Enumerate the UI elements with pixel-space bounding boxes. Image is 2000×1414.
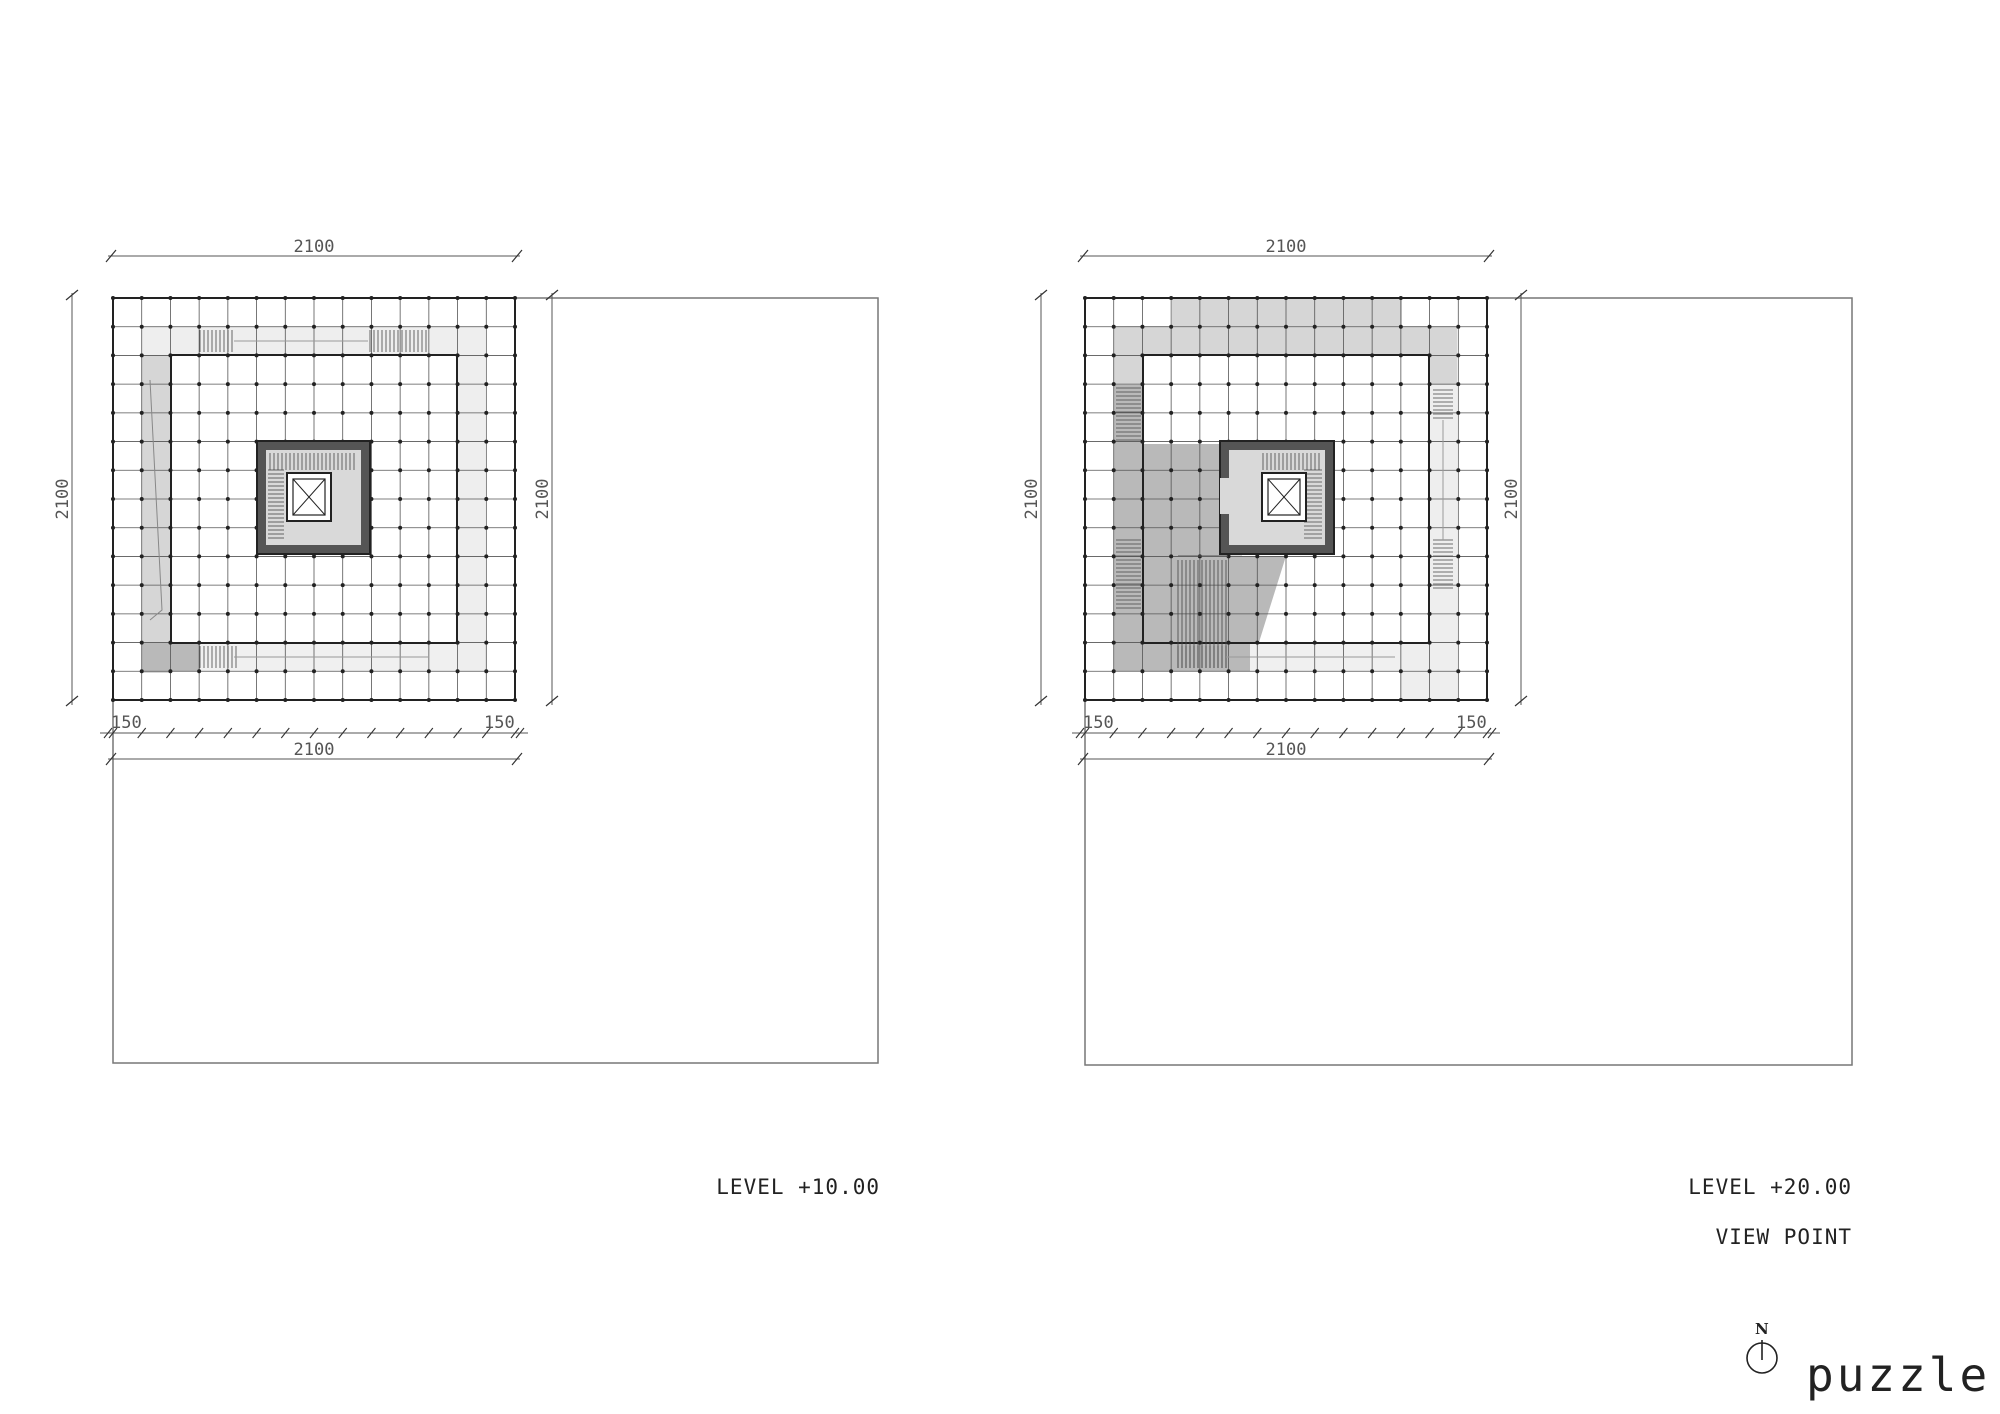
dimension-left: 2100	[53, 479, 73, 520]
dimension-top: 2100	[294, 237, 335, 257]
inner-courtyard-outline	[1142, 354, 1430, 644]
dimension-offset-right: 150	[1456, 713, 1487, 733]
dimension-left: 2100	[1022, 479, 1042, 520]
inner-courtyard-outline	[170, 354, 458, 644]
slab-outline	[1084, 297, 1488, 701]
north-label: N	[1755, 1320, 1769, 1338]
dimension-offset-left: 150	[1083, 713, 1114, 733]
stair-hatching	[149, 330, 428, 668]
caption-level-20: LEVEL +20.00	[1688, 1175, 1852, 1199]
core-stair-elevator	[256, 440, 371, 555]
dimension-offset-left: 150	[111, 713, 142, 733]
dimension-right: 2100	[1502, 479, 1522, 520]
dimension-lines	[1034, 249, 1528, 766]
dimension-bottom: 2100	[1266, 740, 1307, 760]
north-arrow-icon	[1746, 1340, 1778, 1374]
slab-outline	[112, 297, 516, 701]
core-stair-elevator	[1219, 440, 1335, 555]
caption-view-point: VIEW POINT	[1715, 1225, 1852, 1249]
floor-plan-level-10: 2100 2100 2100 150 150 2100	[53, 237, 879, 1064]
dimension-lines	[65, 249, 559, 766]
brand-logo: puzzle	[1806, 1348, 1991, 1402]
dimension-right: 2100	[533, 479, 553, 520]
floor-plan-level-20: 2100 2100 2100 150 150 2100	[1022, 237, 1853, 1066]
dimension-offset-right: 150	[484, 713, 515, 733]
dimension-top: 2100	[1266, 237, 1307, 257]
stair-hatching	[1116, 387, 1453, 668]
caption-level-10: LEVEL +10.00	[716, 1175, 880, 1199]
dimension-bottom: 2100	[294, 740, 335, 760]
